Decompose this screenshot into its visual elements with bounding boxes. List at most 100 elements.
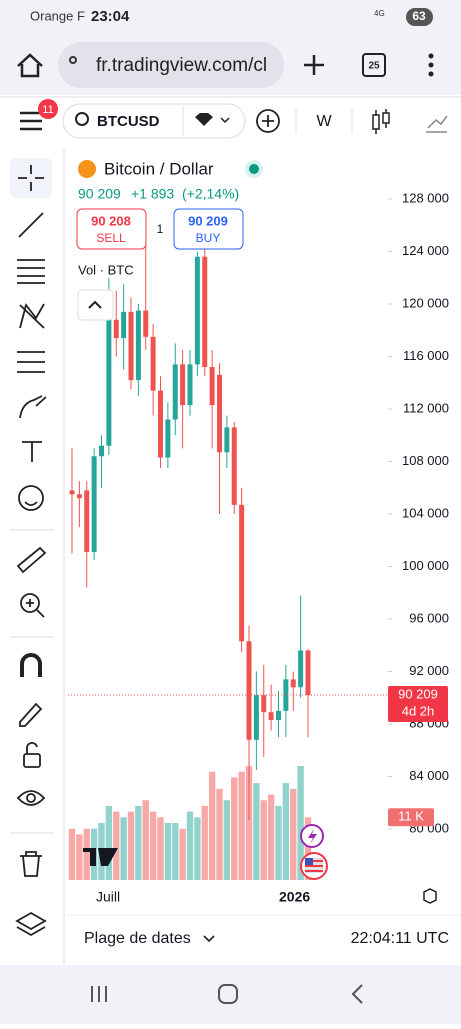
lock-drawing[interactable]	[19, 702, 43, 727]
battery	[406, 8, 433, 26]
y-tick-label: 96 000	[409, 610, 449, 625]
volume-bar	[282, 783, 290, 880]
interval[interactable]: W	[316, 113, 332, 130]
candle-body	[246, 641, 252, 740]
y-tick-label: 116 000	[403, 348, 449, 363]
volume-bar	[157, 817, 164, 880]
candle-body	[290, 679, 296, 688]
volume-bar	[275, 805, 282, 880]
url[interactable]: fr.tradingview.com/cl	[96, 55, 267, 76]
volume-bar	[216, 788, 223, 880]
price-box	[388, 686, 448, 723]
candle-body	[202, 256, 208, 367]
tool-selected[interactable]	[10, 158, 52, 198]
menu	[428, 71, 434, 77]
volume-bar	[76, 834, 83, 880]
back-button[interactable]	[351, 984, 363, 1004]
volume-bar	[149, 811, 157, 880]
flag-canton	[305, 858, 313, 865]
lock-tool[interactable]	[23, 753, 41, 768]
collapse-button[interactable]	[77, 289, 114, 321]
y-tick-label: 104 000	[402, 505, 449, 520]
buy-label[interactable]: BUY	[196, 231, 221, 245]
candle-body	[143, 310, 149, 337]
tabs[interactable]	[362, 53, 386, 77]
pattern-tool[interactable]	[19, 302, 45, 329]
emoji-tool[interactable]	[18, 485, 44, 511]
buy-button[interactable]	[173, 208, 244, 250]
volume-bar	[120, 817, 127, 880]
magnet-tool[interactable]	[20, 653, 42, 677]
candle-body	[283, 679, 289, 711]
sell-button[interactable]	[76, 208, 147, 250]
coin-icon	[78, 160, 96, 178]
utc-clock[interactable]: 22:04:11 UTC	[351, 930, 449, 947]
buy-price[interactable]: 90 209	[188, 213, 228, 228]
menu[interactable]	[428, 53, 434, 59]
url-bar[interactable]	[58, 42, 284, 88]
market-dot	[249, 164, 259, 174]
symbol[interactable]: BTCUSD	[97, 113, 160, 130]
visibility-tool[interactable]	[16, 790, 46, 806]
x-label: Juill	[96, 889, 120, 905]
sell-label[interactable]: SELL	[96, 231, 126, 245]
volume-bar	[186, 811, 194, 880]
chart-type[interactable]	[372, 109, 390, 134]
line-tool[interactable]	[18, 212, 44, 238]
fib-tool[interactable]	[17, 259, 45, 284]
site-icon[interactable]	[69, 56, 77, 64]
y-tick-label: 100 000	[402, 558, 449, 573]
delete-tool[interactable]	[20, 851, 42, 877]
symbol-search[interactable]	[62, 103, 246, 139]
text-tool[interactable]	[22, 441, 42, 462]
candle-body	[76, 494, 82, 499]
home-icon[interactable]	[17, 53, 43, 78]
indicators[interactable]	[426, 115, 448, 133]
chart-title: Bitcoin / Dollar	[104, 159, 214, 178]
volume-bar	[68, 828, 76, 880]
candle-body	[180, 364, 186, 406]
tab-count[interactable]: 25	[368, 61, 380, 72]
ruler-tool[interactable]	[16, 546, 47, 574]
candle-body	[172, 364, 178, 420]
volume-bar	[253, 783, 260, 880]
candle-body	[305, 650, 311, 696]
volume-bar	[127, 811, 135, 880]
tv-logo	[83, 848, 118, 866]
dropdown	[220, 117, 230, 124]
candle-body	[113, 319, 119, 339]
menu	[428, 62, 434, 68]
diamond-icon[interactable]	[195, 113, 213, 126]
zoom-tool[interactable]	[20, 593, 40, 613]
volume-bar	[223, 800, 231, 880]
forecast-tool[interactable]	[17, 351, 45, 373]
volume-bar	[238, 771, 245, 880]
settings[interactable]	[423, 888, 437, 904]
add-icon[interactable]	[256, 109, 280, 133]
layers-tool[interactable]	[15, 911, 47, 937]
volume-bar	[208, 771, 216, 880]
date-range[interactable]: Plage de dates	[84, 930, 191, 947]
volume-bar	[201, 805, 208, 880]
hamburger[interactable]	[20, 111, 42, 131]
y-tick-label: 128 000	[402, 190, 449, 205]
candle-body	[261, 695, 267, 713]
candle-body	[268, 712, 274, 721]
change-pct: (+2,14%)	[182, 186, 239, 202]
spread: 1	[157, 222, 164, 236]
volume-bar	[179, 828, 186, 880]
candle-body	[106, 319, 112, 446]
volume-box	[388, 808, 434, 827]
volume-bar	[113, 811, 120, 880]
brush-tool[interactable]	[19, 395, 47, 419]
clock: 23:04	[91, 8, 130, 25]
new-tab[interactable]	[304, 55, 324, 75]
carrier: Orange F	[30, 8, 85, 23]
lock-shackle	[26, 742, 38, 754]
home-button[interactable]	[218, 984, 238, 1004]
crosshair-tool[interactable]	[18, 165, 44, 191]
sell-price[interactable]: 90 208	[91, 213, 131, 228]
recents[interactable]	[91, 986, 107, 1002]
volume-bar	[231, 777, 238, 880]
